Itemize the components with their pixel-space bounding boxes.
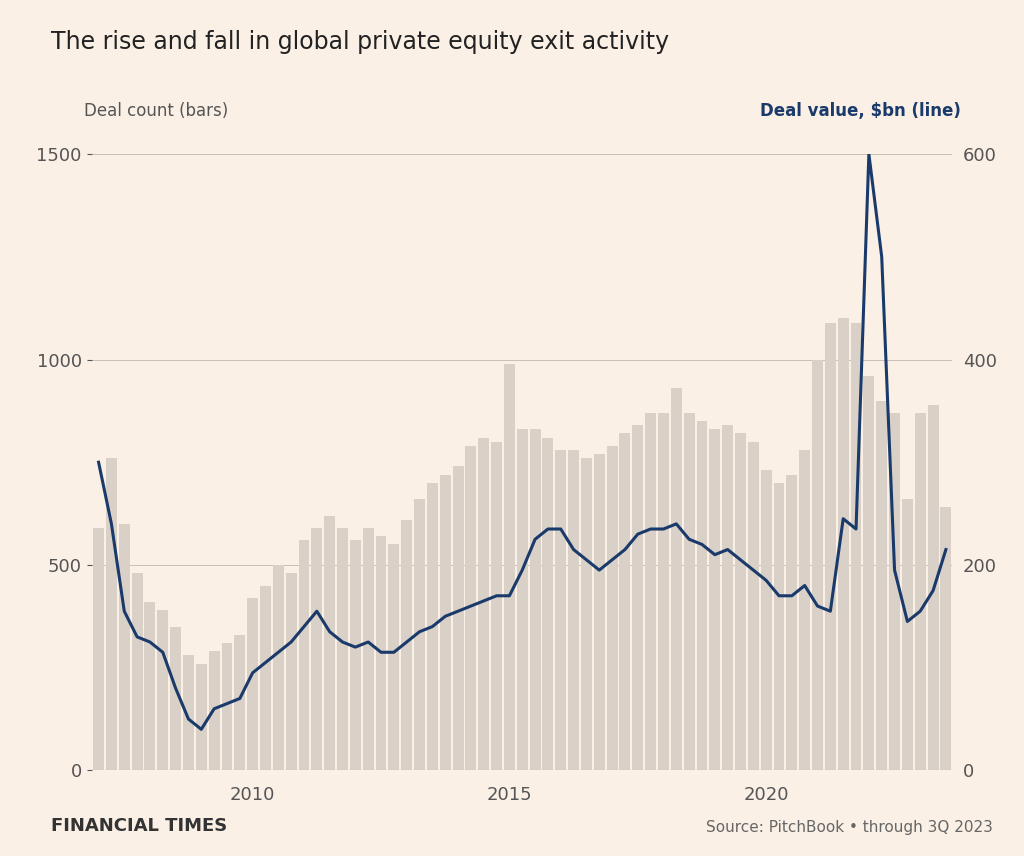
Bar xyxy=(722,425,733,770)
Bar xyxy=(221,643,232,770)
Bar xyxy=(350,540,360,770)
Bar xyxy=(543,437,553,770)
Bar xyxy=(132,574,142,770)
Bar xyxy=(940,508,951,770)
Bar xyxy=(453,467,464,770)
Bar xyxy=(478,437,489,770)
Bar xyxy=(825,323,836,770)
Bar xyxy=(684,413,694,770)
Text: FINANCIAL TIMES: FINANCIAL TIMES xyxy=(51,817,227,835)
Bar xyxy=(863,376,874,770)
Bar xyxy=(158,610,168,770)
Text: Deal value, $bn (line): Deal value, $bn (line) xyxy=(760,102,961,120)
Bar xyxy=(799,450,810,770)
Bar xyxy=(761,471,772,770)
Bar xyxy=(696,421,708,770)
Bar xyxy=(773,483,784,770)
Bar xyxy=(272,565,284,770)
Bar xyxy=(851,323,861,770)
Bar xyxy=(105,458,117,770)
Bar xyxy=(748,442,759,770)
Bar xyxy=(170,627,181,770)
Bar xyxy=(183,656,194,770)
Bar xyxy=(735,433,745,770)
Bar xyxy=(466,446,476,770)
Bar xyxy=(401,520,412,770)
Bar xyxy=(671,389,682,770)
Bar xyxy=(247,597,258,770)
Bar xyxy=(119,524,130,770)
Bar xyxy=(414,499,425,770)
Bar xyxy=(388,544,399,770)
Bar xyxy=(581,458,592,770)
Bar xyxy=(260,586,271,770)
Bar xyxy=(325,515,335,770)
Bar xyxy=(645,413,656,770)
Bar xyxy=(838,318,849,770)
Bar xyxy=(427,483,438,770)
Bar xyxy=(376,536,386,770)
Bar xyxy=(234,635,246,770)
Bar xyxy=(209,651,219,770)
Bar xyxy=(914,413,926,770)
Bar xyxy=(606,446,617,770)
Bar xyxy=(710,430,720,770)
Bar xyxy=(594,454,605,770)
Bar xyxy=(555,450,566,770)
Bar xyxy=(529,430,541,770)
Bar xyxy=(93,528,104,770)
Bar xyxy=(877,401,887,770)
Bar xyxy=(633,425,643,770)
Bar xyxy=(568,450,579,770)
Bar xyxy=(902,499,912,770)
Bar xyxy=(889,413,900,770)
Bar xyxy=(504,364,515,770)
Bar xyxy=(928,405,939,770)
Bar xyxy=(286,574,297,770)
Bar xyxy=(299,540,309,770)
Bar xyxy=(337,528,348,770)
Bar xyxy=(196,663,207,770)
Bar xyxy=(658,413,669,770)
Bar xyxy=(144,602,156,770)
Text: Source: PitchBook • through 3Q 2023: Source: PitchBook • through 3Q 2023 xyxy=(707,819,993,835)
Text: The rise and fall in global private equity exit activity: The rise and fall in global private equi… xyxy=(51,30,670,54)
Bar xyxy=(517,430,527,770)
Bar xyxy=(786,474,798,770)
Bar xyxy=(492,442,502,770)
Text: Deal count (bars): Deal count (bars) xyxy=(84,102,227,120)
Bar xyxy=(439,474,451,770)
Bar xyxy=(311,528,323,770)
Bar xyxy=(362,528,374,770)
Bar xyxy=(812,360,823,770)
Bar xyxy=(620,433,631,770)
